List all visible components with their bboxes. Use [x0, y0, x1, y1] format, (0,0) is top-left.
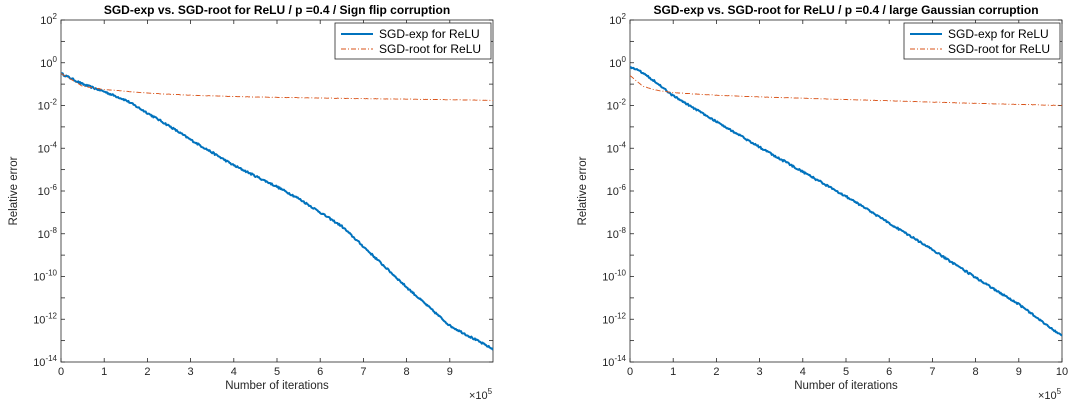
- y-tick-label: 102: [40, 12, 57, 27]
- y-tick-label: 10-10: [602, 269, 626, 284]
- plot-area: [60, 19, 494, 363]
- x-tick-label: 9: [447, 366, 453, 378]
- chart-2: SGD-exp vs. SGD-root for ReLU / p =0.4 /…: [577, 3, 1068, 402]
- x-tick-label: 10: [1056, 366, 1068, 378]
- x-tick-label: 8: [973, 366, 979, 378]
- y-tick-label: 10-12: [602, 311, 626, 326]
- x-multiplier-label: ×105: [469, 387, 493, 402]
- y-tick-label: 10-8: [607, 226, 627, 241]
- y-tick-label: 10-2: [38, 98, 58, 113]
- y-tick-label: 10-8: [38, 226, 58, 241]
- x-tick-label: 6: [317, 366, 323, 378]
- y-axis-label: Relative error: [577, 156, 589, 225]
- y-tick-label: 10-14: [602, 354, 626, 369]
- chart-title: SGD-exp vs. SGD-root for ReLU / p =0.4 /…: [653, 3, 1038, 17]
- x-axis-label: Number of iterations: [794, 380, 898, 392]
- y-tick-label: 100: [609, 55, 626, 70]
- x-tick-label: 8: [404, 366, 410, 378]
- x-tick-label: 2: [713, 366, 719, 378]
- x-tick-label: 3: [188, 366, 194, 378]
- x-tick-label: 6: [886, 366, 892, 378]
- y-tick-label: 100: [40, 55, 57, 70]
- series-line-2: [630, 75, 1062, 107]
- series-line-1: [61, 72, 493, 351]
- legend-label-2: SGD-root for ReLU: [948, 42, 1050, 56]
- x-tick-label: 7: [360, 366, 366, 378]
- y-tick-label: 10-4: [607, 140, 627, 155]
- legend-label-1: SGD-exp for ReLU: [379, 27, 480, 41]
- x-tick-label: 1: [670, 366, 676, 378]
- series-line-2: [61, 73, 493, 101]
- plot-area: [629, 19, 1063, 363]
- y-tick-label: 10-10: [33, 269, 57, 284]
- y-tick-label: 102: [609, 12, 626, 27]
- x-tick-label: 5: [274, 366, 280, 378]
- x-tick-label: 2: [144, 366, 150, 378]
- legend-label-1: SGD-exp for ReLU: [948, 27, 1049, 41]
- x-axis-label: Number of iterations: [225, 380, 329, 392]
- series-line-1: [630, 66, 1062, 337]
- x-tick-label: 4: [231, 366, 237, 378]
- y-tick-label: 10-6: [607, 183, 627, 198]
- y-tick-label: 10-4: [38, 140, 58, 155]
- y-tick-label: 10-6: [38, 183, 58, 198]
- chart-1: SGD-exp vs. SGD-root for ReLU / p =0.4 /…: [8, 3, 494, 402]
- y-tick-label: 10-14: [33, 354, 57, 369]
- x-tick-label: 7: [929, 366, 935, 378]
- x-tick-label: 5: [843, 366, 849, 378]
- y-axis-label: Relative error: [8, 156, 20, 225]
- x-tick-label: 1: [101, 366, 107, 378]
- legend-box: [334, 22, 492, 60]
- y-tick-label: 10-2: [607, 98, 627, 113]
- legend-label-2: SGD-root for ReLU: [379, 42, 481, 56]
- x-multiplier-label: ×105: [1038, 387, 1062, 402]
- x-tick-label: 0: [627, 366, 633, 378]
- x-tick-label: 0: [58, 366, 64, 378]
- x-tick-label: 3: [757, 366, 763, 378]
- y-tick-label: 10-12: [33, 311, 57, 326]
- legend-box: [903, 22, 1061, 60]
- x-tick-label: 4: [800, 366, 806, 378]
- x-tick-label: 9: [1016, 366, 1022, 378]
- chart-title: SGD-exp vs. SGD-root for ReLU / p =0.4 /…: [104, 3, 450, 17]
